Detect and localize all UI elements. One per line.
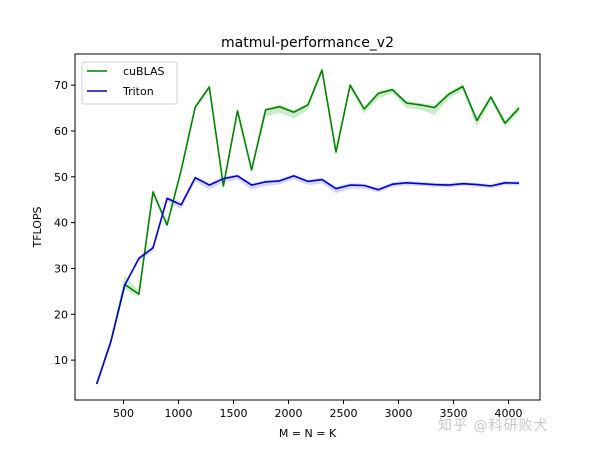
y-tick-label: 60	[54, 125, 68, 138]
x-tick-label: 2000	[275, 407, 303, 420]
axes-frame	[74, 53, 541, 401]
legend-box	[81, 61, 178, 105]
x-axis-ticks: 500 1000 1500 2000 2500 3000 3500 4000	[113, 400, 523, 420]
x-tick-label: 4000	[495, 407, 523, 420]
series-lines	[95, 69, 520, 385]
line-triton	[95, 175, 520, 385]
y-tick-label: 50	[54, 171, 68, 184]
y-tick-label: 30	[54, 262, 68, 275]
legend: cuBLAS Triton	[81, 61, 178, 105]
x-tick-label: 3000	[385, 407, 413, 420]
x-tick-label: 1500	[220, 407, 248, 420]
chart-title: matmul-performance_v2	[221, 35, 394, 51]
x-tick-label: 3500	[440, 407, 468, 420]
x-tick-label: 2500	[330, 407, 358, 420]
y-axis-label: TFLOPS	[31, 206, 44, 248]
line-cublas	[95, 69, 520, 385]
y-tick-label: 40	[54, 217, 68, 230]
y-tick-label: 70	[54, 79, 68, 92]
x-tick-label: 1000	[165, 407, 193, 420]
legend-label-cublas: cuBLAS	[123, 65, 164, 78]
x-tick-label: 500	[113, 407, 134, 420]
legend-label-triton: Triton	[122, 85, 154, 98]
x-axis-label: M = N = K	[279, 427, 337, 440]
y-tick-label: 10	[54, 354, 68, 367]
y-tick-label: 20	[54, 308, 68, 321]
watermark: 知乎 @科研败犬	[438, 418, 549, 434]
y-axis-ticks: 10 20 30 40 50 60 70	[54, 79, 75, 367]
plot-area	[95, 67, 520, 386]
